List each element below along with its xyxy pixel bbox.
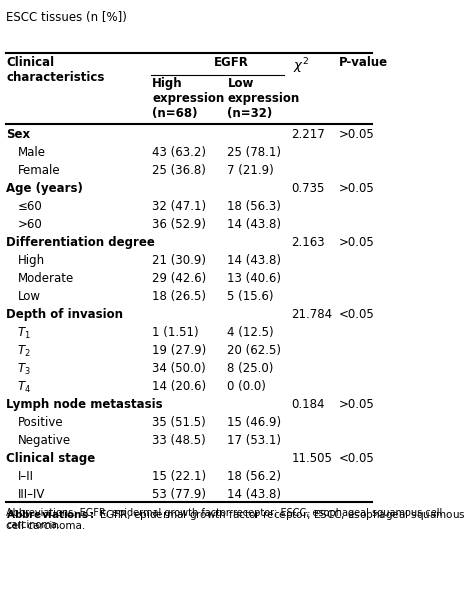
Text: Low
expression
(n=32): Low expression (n=32) bbox=[228, 77, 300, 120]
Text: Clinical
characteristics: Clinical characteristics bbox=[6, 56, 105, 84]
Text: 43 (63.2): 43 (63.2) bbox=[152, 146, 206, 159]
Text: 11.505: 11.505 bbox=[292, 452, 332, 465]
Text: Age (years): Age (years) bbox=[6, 182, 83, 195]
Text: 15 (22.1): 15 (22.1) bbox=[152, 470, 206, 483]
Text: 4 (12.5): 4 (12.5) bbox=[228, 326, 274, 339]
Text: 53 (77.9): 53 (77.9) bbox=[152, 488, 206, 501]
Text: III–IV: III–IV bbox=[18, 488, 45, 501]
Text: 1 (1.51): 1 (1.51) bbox=[152, 326, 199, 339]
Text: cell carcinoma.: cell carcinoma. bbox=[6, 521, 86, 531]
Text: ≤60: ≤60 bbox=[18, 200, 42, 213]
Text: $T_2$: $T_2$ bbox=[18, 344, 31, 359]
Text: 25 (36.8): 25 (36.8) bbox=[152, 164, 206, 177]
Text: Abbreviations: EGFR, epidermal growth factor receptor; ESCC, esophageal squamous: Abbreviations: EGFR, epidermal growth fa… bbox=[6, 508, 443, 530]
Text: 18 (56.3): 18 (56.3) bbox=[228, 200, 281, 213]
Text: High: High bbox=[18, 254, 45, 267]
Text: Clinical stage: Clinical stage bbox=[6, 452, 96, 465]
Text: 0 (0.0): 0 (0.0) bbox=[228, 380, 266, 393]
Text: EGFR: EGFR bbox=[213, 56, 248, 69]
Text: Negative: Negative bbox=[18, 434, 71, 447]
Text: 19 (27.9): 19 (27.9) bbox=[152, 344, 206, 357]
Text: Depth of invasion: Depth of invasion bbox=[6, 308, 123, 321]
Text: 25 (78.1): 25 (78.1) bbox=[228, 146, 282, 159]
Text: Lymph node metastasis: Lymph node metastasis bbox=[6, 398, 163, 411]
Text: $T_1$: $T_1$ bbox=[18, 326, 31, 341]
Text: 18 (26.5): 18 (26.5) bbox=[152, 290, 206, 303]
Text: Sex: Sex bbox=[6, 128, 30, 141]
Text: 33 (48.5): 33 (48.5) bbox=[152, 434, 206, 447]
Text: 36 (52.9): 36 (52.9) bbox=[152, 218, 206, 231]
Text: 14 (43.8): 14 (43.8) bbox=[228, 488, 282, 501]
Text: $\bf{Abbreviations:}$ EGFR, epidermal growth factor receptor; ESCC, esophageal s: $\bf{Abbreviations:}$ EGFR, epidermal gr… bbox=[6, 508, 466, 522]
Text: 21.784: 21.784 bbox=[292, 308, 333, 321]
Text: 13 (40.6): 13 (40.6) bbox=[228, 272, 282, 285]
Text: 18 (56.2): 18 (56.2) bbox=[228, 470, 282, 483]
Text: Differentiation degree: Differentiation degree bbox=[6, 236, 155, 249]
Text: >0.05: >0.05 bbox=[339, 398, 375, 411]
Text: 0.184: 0.184 bbox=[292, 398, 325, 411]
Text: 17 (53.1): 17 (53.1) bbox=[228, 434, 282, 447]
Text: 7 (21.9): 7 (21.9) bbox=[228, 164, 274, 177]
Text: 2.163: 2.163 bbox=[292, 236, 325, 249]
Text: 2.217: 2.217 bbox=[292, 128, 325, 141]
Text: P-value: P-value bbox=[339, 56, 388, 69]
Text: 21 (30.9): 21 (30.9) bbox=[152, 254, 206, 267]
Text: 35 (51.5): 35 (51.5) bbox=[152, 416, 206, 429]
Text: <0.05: <0.05 bbox=[339, 308, 375, 321]
Text: ESCC tissues (n [%]): ESCC tissues (n [%]) bbox=[6, 11, 127, 24]
Text: 14 (43.8): 14 (43.8) bbox=[228, 254, 282, 267]
Text: Male: Male bbox=[18, 146, 46, 159]
Text: 15 (46.9): 15 (46.9) bbox=[228, 416, 282, 429]
Text: Female: Female bbox=[18, 164, 60, 177]
Text: 32 (47.1): 32 (47.1) bbox=[152, 200, 206, 213]
Text: $\chi^2$: $\chi^2$ bbox=[293, 56, 309, 76]
Text: 0.735: 0.735 bbox=[292, 182, 325, 195]
Text: >0.05: >0.05 bbox=[339, 182, 375, 195]
Text: >0.05: >0.05 bbox=[339, 128, 375, 141]
Text: $T_4$: $T_4$ bbox=[18, 380, 31, 395]
Text: 29 (42.6): 29 (42.6) bbox=[152, 272, 206, 285]
Text: <0.05: <0.05 bbox=[339, 452, 375, 465]
Text: 5 (15.6): 5 (15.6) bbox=[228, 290, 274, 303]
Text: 20 (62.5): 20 (62.5) bbox=[228, 344, 282, 357]
Text: $T_3$: $T_3$ bbox=[18, 362, 31, 377]
Text: 14 (20.6): 14 (20.6) bbox=[152, 380, 206, 393]
Text: 8 (25.0): 8 (25.0) bbox=[228, 362, 274, 375]
Text: High
expression
(n=68): High expression (n=68) bbox=[152, 77, 224, 120]
Text: 14 (43.8): 14 (43.8) bbox=[228, 218, 282, 231]
Text: >0.05: >0.05 bbox=[339, 236, 375, 249]
Text: Moderate: Moderate bbox=[18, 272, 73, 285]
Text: >60: >60 bbox=[18, 218, 42, 231]
Text: Positive: Positive bbox=[18, 416, 63, 429]
Text: I–II: I–II bbox=[18, 470, 34, 483]
Text: Low: Low bbox=[18, 290, 40, 303]
Text: 34 (50.0): 34 (50.0) bbox=[152, 362, 206, 375]
